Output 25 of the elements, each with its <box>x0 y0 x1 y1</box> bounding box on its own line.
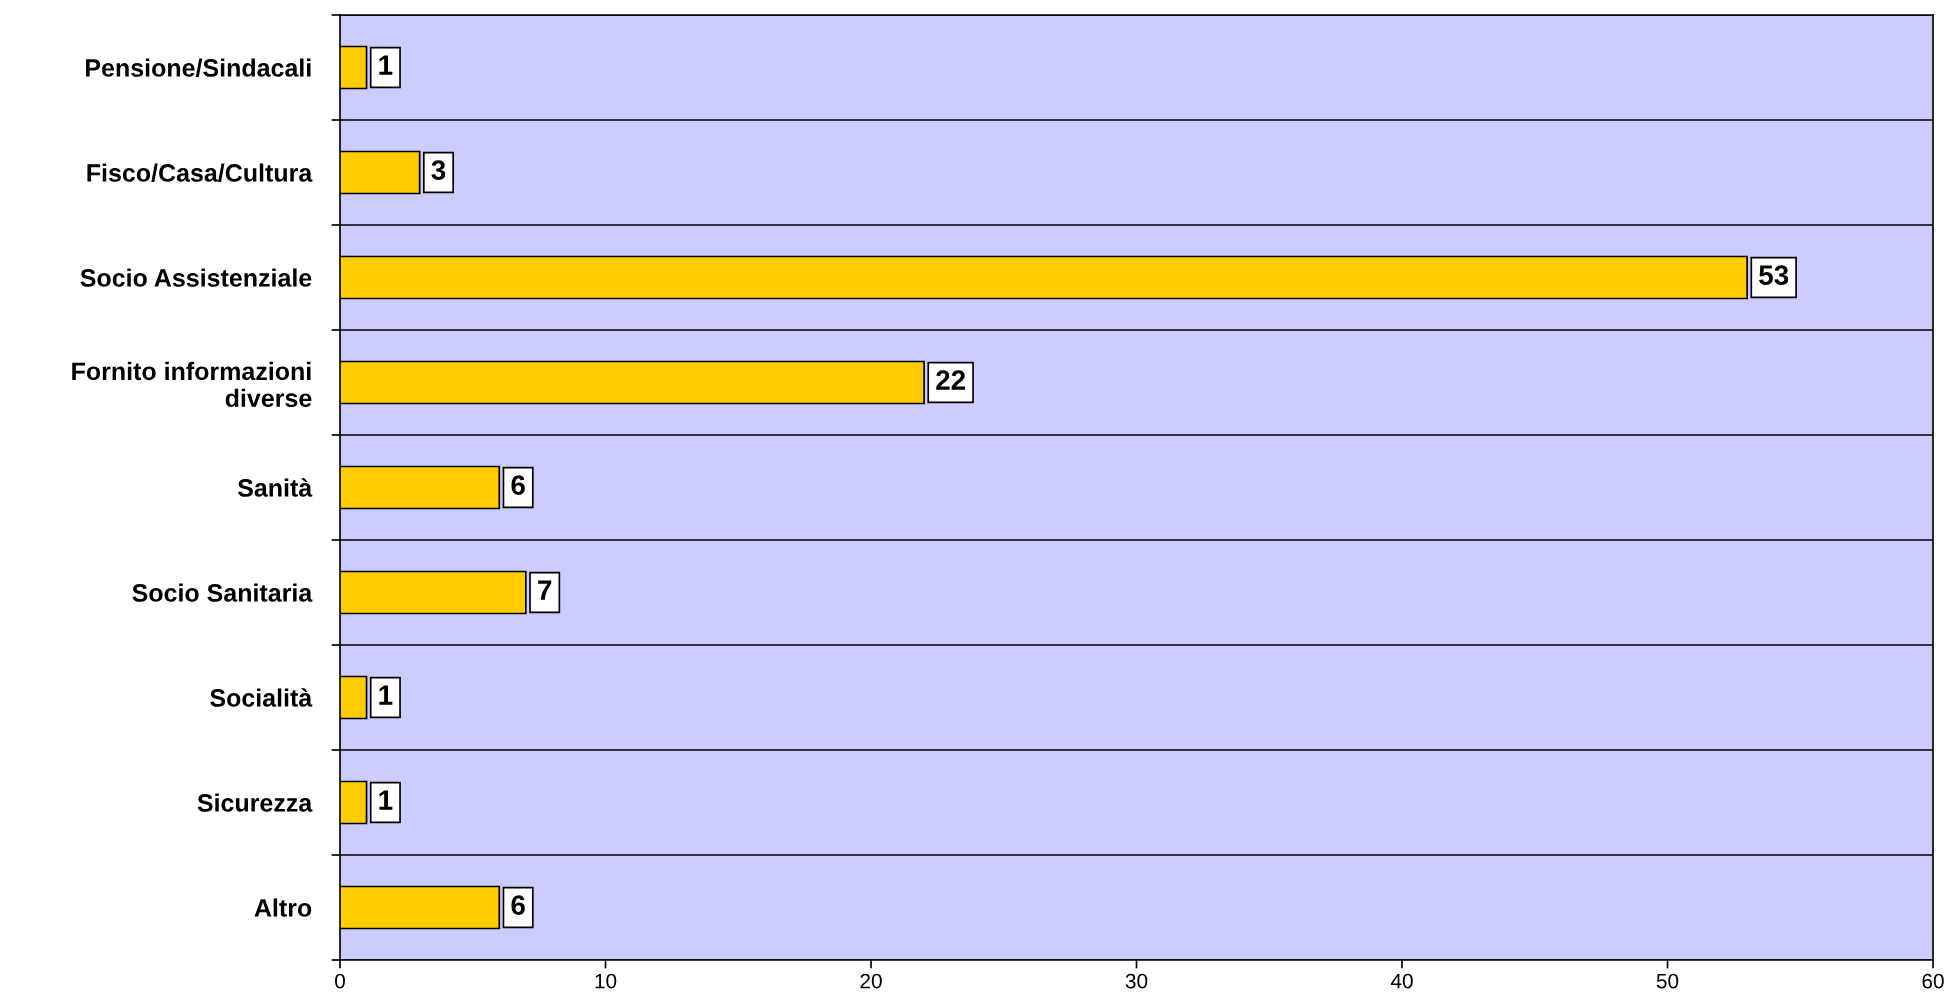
data-label: 6 <box>511 475 525 495</box>
y-tick-label: Socialità <box>210 688 313 707</box>
y-tick-label: Socio Sanitaria <box>132 583 313 602</box>
x-tick-label: 60 <box>1922 973 1944 989</box>
data-label: 7 <box>538 580 552 600</box>
x-tick-label: 20 <box>860 973 882 989</box>
data-label: 1 <box>379 685 393 705</box>
y-tick-label: Fornito informazioni diverse <box>72 361 312 408</box>
y-tick-label: Pensione/Sindacali <box>86 58 311 78</box>
y-tick-label: Socio Assistenziale <box>80 268 312 287</box>
data-label: 53 <box>1759 265 1789 285</box>
y-tick-label: Sicurezza <box>197 793 313 812</box>
x-tick-label: 0 <box>335 973 345 989</box>
data-label: 1 <box>379 790 393 810</box>
y-tick-label: Sanità <box>237 478 313 497</box>
y-tick-label: Fisco/Casa/Cultura <box>87 163 313 183</box>
x-tick-label: 50 <box>1656 973 1679 989</box>
x-tick-label: 40 <box>1390 973 1413 989</box>
data-label: 1 <box>379 55 393 75</box>
x-tick-label: 10 <box>595 973 617 989</box>
data-label: 3 <box>431 160 446 180</box>
data-label: 6 <box>511 895 525 915</box>
y-tick-label: Altro <box>254 898 312 917</box>
x-tick-label: 30 <box>1125 973 1148 989</box>
data-label: 22 <box>936 370 965 390</box>
